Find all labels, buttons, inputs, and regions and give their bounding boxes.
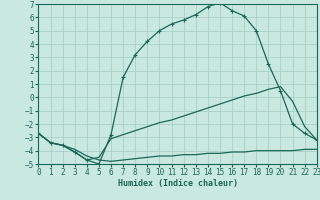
X-axis label: Humidex (Indice chaleur): Humidex (Indice chaleur) (118, 179, 238, 188)
